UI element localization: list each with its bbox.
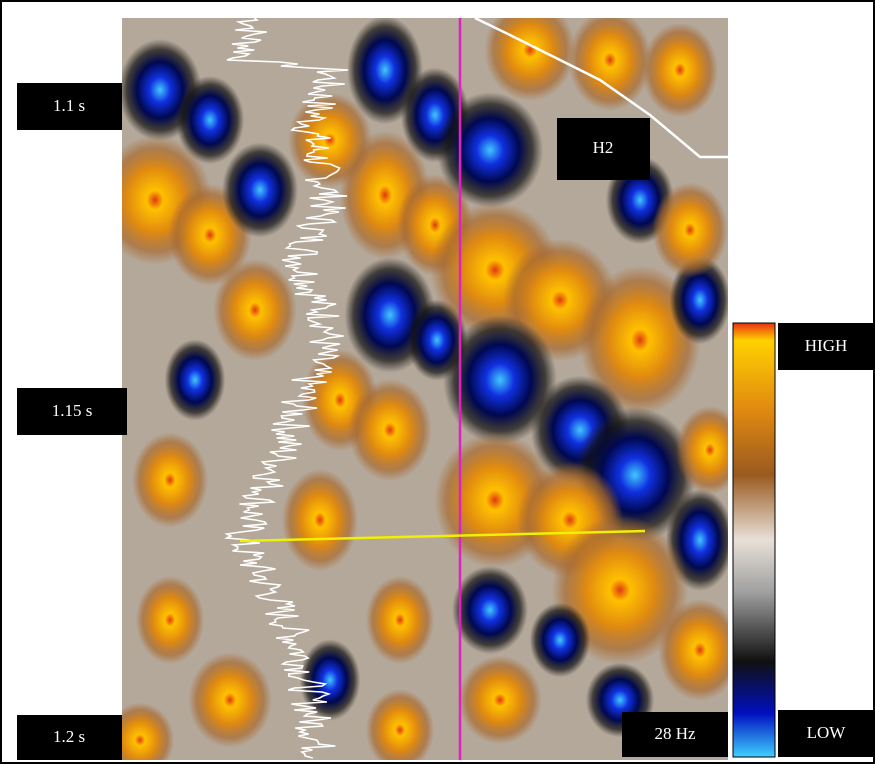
amplitude-trough — [530, 603, 591, 678]
colorbar-low: LOW — [807, 723, 847, 742]
seismic-figure: 1.1 s 1.15 s 1.2 s H2 HIGH LOW 28 Hz — [0, 0, 875, 764]
amplitude-peak — [658, 599, 742, 701]
amplitude-peak — [484, 0, 575, 101]
amplitude-trough — [452, 566, 528, 654]
amplitude-peak — [288, 92, 372, 187]
amplitude-peak — [366, 576, 434, 664]
amplitude-peak — [568, 9, 652, 111]
time-label: 1.15 s — [52, 401, 93, 420]
horizon-label: H2 — [593, 138, 614, 157]
amplitude-peak — [282, 469, 358, 571]
amplitude-trough — [437, 92, 543, 208]
amplitude-peak — [642, 22, 718, 117]
amplitude-peak — [188, 652, 272, 747]
frequency-label: 28 Hz — [654, 724, 696, 743]
time-label: 1.2 s — [53, 727, 85, 746]
amplitude-peak — [213, 259, 297, 361]
amplitude-peak — [132, 432, 208, 527]
amplitude-peak — [136, 576, 204, 664]
colorbar — [733, 323, 775, 757]
amplitude-peak — [348, 379, 432, 481]
amplitude-peak — [652, 182, 728, 277]
amplitude-trough — [165, 339, 226, 421]
amplitude-peak — [458, 656, 542, 744]
colorbar-high: HIGH — [805, 336, 848, 355]
amplitude-trough — [222, 142, 298, 237]
time-label: 1.1 s — [53, 96, 85, 115]
